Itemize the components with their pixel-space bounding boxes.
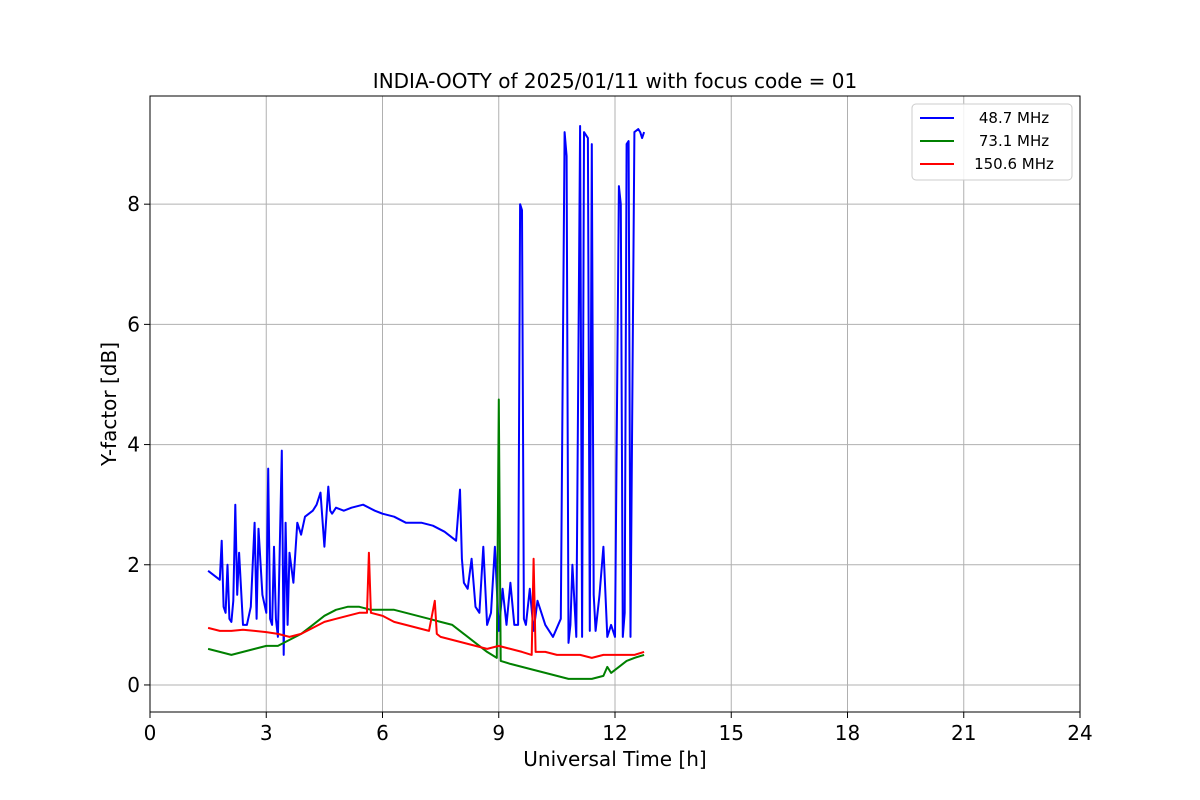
y-tick-label: 2 [127, 553, 140, 577]
legend: 48.7 MHz 73.1 MHz 150.6 MHz [911, 103, 1073, 181]
legend-label: 73.1 MHz [979, 132, 1049, 150]
y-axis-ticks: 0 2 4 6 8 [127, 192, 150, 697]
chart-title: INDIA-OOTY of 2025/01/11 with focus code… [373, 69, 857, 93]
y-tick-label: 8 [127, 192, 140, 216]
series-line-0 [207, 125, 646, 656]
x-tick-label: 9 [492, 721, 505, 745]
x-tick-label: 24 [1067, 721, 1092, 745]
grid [149, 96, 1081, 712]
x-tick-label: 0 [144, 721, 157, 745]
x-tick-label: 6 [376, 721, 389, 745]
legend-box [911, 103, 1073, 181]
x-axis-label: Universal Time [h] [523, 747, 706, 771]
y-axis-label: Y-factor [dB] [97, 342, 121, 467]
x-tick-label: 3 [260, 721, 273, 745]
x-tick-label: 21 [951, 721, 976, 745]
x-axis-ticks: 0 3 6 9 12 15 18 21 24 [144, 712, 1093, 745]
x-tick-label: 12 [602, 721, 627, 745]
series-line-2 [207, 551, 645, 659]
y-tick-label: 4 [127, 433, 140, 457]
series-layer [207, 125, 646, 680]
series-line-1 [207, 398, 645, 680]
y-tick-label: 0 [127, 673, 140, 697]
x-tick-label: 15 [719, 721, 744, 745]
y-tick-label: 6 [127, 312, 140, 336]
x-tick-label: 18 [835, 721, 860, 745]
legend-label: 48.7 MHz [979, 109, 1049, 127]
legend-label: 150.6 MHz [974, 155, 1054, 173]
